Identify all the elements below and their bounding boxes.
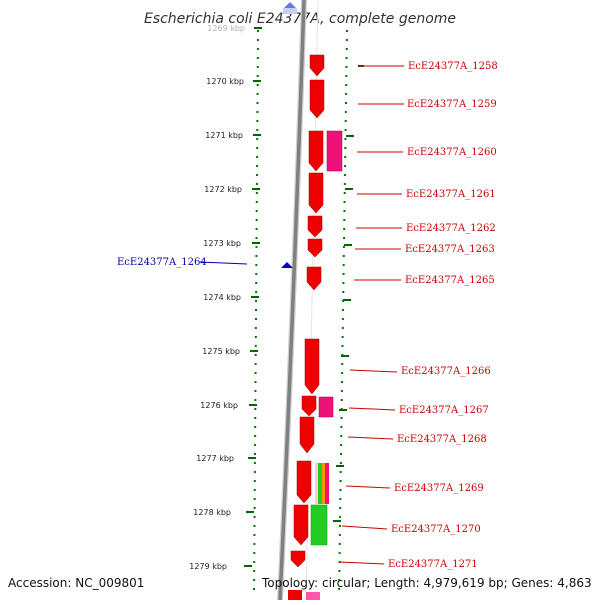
tick-6: 1275 kbp xyxy=(202,347,258,356)
topology-text: Topology: circular; Length: 4,979,619 bp… xyxy=(262,576,592,590)
gene-label-1267[interactable]: EcE24377A_1267 xyxy=(399,405,489,416)
leader-line-1267 xyxy=(348,407,396,411)
gene-1263-arrow[interactable] xyxy=(307,238,323,258)
next-gene-feature[interactable] xyxy=(306,592,320,600)
tick-label: 1274 kbp xyxy=(203,293,241,302)
gene-label-1262[interactable]: EcE24377A_1262 xyxy=(406,223,496,234)
leader-line-1268 xyxy=(347,436,394,440)
next-gene-arrow[interactable] xyxy=(288,590,302,600)
gene-1270-arrow[interactable] xyxy=(293,504,309,546)
gene-1259-arrow[interactable] xyxy=(309,79,325,119)
tick-10: 1279 kbp xyxy=(189,562,252,571)
right-scale-ring xyxy=(338,29,348,596)
gene-label-1258[interactable]: EcE24377A_1258 xyxy=(408,61,498,72)
tick-label: 1270 kbp xyxy=(206,77,244,86)
gene-1258-arrow[interactable] xyxy=(309,54,325,77)
gene-1260-arrow[interactable] xyxy=(308,130,324,172)
gene-1269-feature-green[interactable] xyxy=(318,463,322,504)
accession-text: Accession: NC_009801 xyxy=(8,576,145,590)
tick-5: 1274 kbp xyxy=(203,293,259,302)
tick-label: 1279 kbp xyxy=(189,562,227,571)
gene-1264-arrow[interactable] xyxy=(281,262,293,268)
top-position-marker-band xyxy=(283,8,297,14)
gene-label-1260[interactable]: EcE24377A_1260 xyxy=(407,147,497,158)
tick-label: 1276 kbp xyxy=(200,401,238,410)
gene-label-1263[interactable]: EcE24377A_1263 xyxy=(405,244,495,255)
tick-3: 1272 kbp xyxy=(204,185,260,194)
gene-label-1265[interactable]: EcE24377A_1265 xyxy=(405,275,495,286)
leader-line-1271 xyxy=(338,561,385,565)
tick-2: 1271 kbp xyxy=(205,131,261,140)
leader-line-1266 xyxy=(349,369,398,373)
gene-1269-feature-orange[interactable] xyxy=(322,463,325,504)
gene-1260-feature[interactable] xyxy=(326,130,343,172)
gene-1261-arrow[interactable] xyxy=(308,172,324,214)
tick-label: 1277 kbp xyxy=(196,454,234,463)
tick-label: 1278 kbp xyxy=(193,508,231,517)
tick-label: 1275 kbp xyxy=(202,347,240,356)
gene-1269-feature-light[interactable] xyxy=(315,463,320,504)
gene-1268-arrow[interactable] xyxy=(299,416,315,454)
gene-1267-arrow[interactable] xyxy=(301,395,317,417)
tick-7: 1276 kbp xyxy=(200,401,257,410)
gene-label-1271[interactable]: EcE24377A_1271 xyxy=(388,559,478,570)
gene-1269-arrow[interactable] xyxy=(296,460,312,504)
gene-label-1259[interactable]: EcE24377A_1259 xyxy=(407,99,497,110)
gene-label-1266[interactable]: EcE24377A_1266 xyxy=(401,366,491,377)
gene-label-1261[interactable]: EcE24377A_1261 xyxy=(406,189,496,200)
top-position-marker xyxy=(284,2,296,8)
leader-line-1264 xyxy=(199,261,248,265)
tick-9: 1278 kbp xyxy=(193,508,254,517)
tick-4: 1273 kbp xyxy=(203,239,260,248)
gene-1271-arrow[interactable] xyxy=(290,550,306,568)
tick-label: 1273 kbp xyxy=(203,239,241,248)
gene-1262-arrow[interactable] xyxy=(307,215,323,238)
tick-1: 1270 kbp xyxy=(206,77,261,86)
map-title: Escherichia coli E24377A, complete genom… xyxy=(144,11,456,27)
tick-label: 1269 kbp xyxy=(207,24,245,33)
gene-1269-feature-pink[interactable] xyxy=(325,463,329,504)
gene-label-1270[interactable]: EcE24377A_1270 xyxy=(391,524,481,535)
tick-8: 1277 kbp xyxy=(196,454,256,463)
tick-label: 1271 kbp xyxy=(205,131,243,140)
gene-label-1264[interactable]: EcE24377A_1264 xyxy=(117,257,207,268)
gene-1265-arrow[interactable] xyxy=(306,266,322,291)
left-scale-ring xyxy=(253,29,259,596)
genome-backbone xyxy=(278,0,306,601)
gene-1266-arrow[interactable] xyxy=(304,338,320,395)
gene-1270-feature[interactable] xyxy=(310,504,328,546)
gene-label-1269[interactable]: EcE24377A_1269 xyxy=(394,483,484,494)
gene-label-1268[interactable]: EcE24377A_1268 xyxy=(397,434,487,445)
leader-line-1270 xyxy=(341,525,388,530)
tick-label: 1272 kbp xyxy=(204,185,242,194)
leader-line-1269 xyxy=(345,485,391,489)
gene-1267-feature[interactable] xyxy=(318,396,334,418)
tick-0: 1269 kbp xyxy=(207,24,262,33)
